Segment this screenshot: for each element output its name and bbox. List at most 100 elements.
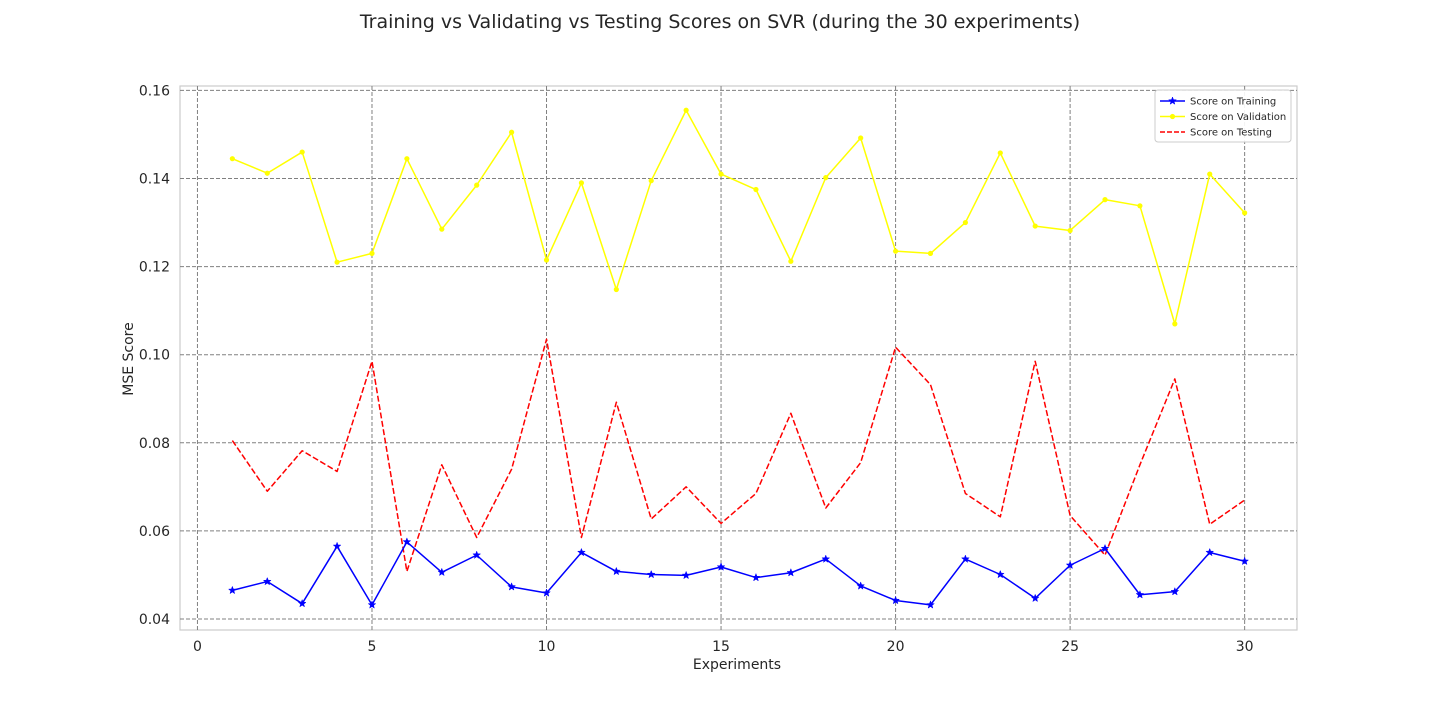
data-point <box>578 180 585 186</box>
data-point <box>786 568 796 577</box>
data-point <box>474 182 480 188</box>
x-tick-label: 25 <box>1061 639 1079 655</box>
series-score-on-validation <box>229 107 1248 327</box>
data-point <box>542 588 551 597</box>
data-point <box>262 576 272 586</box>
data-point <box>472 550 482 559</box>
data-point <box>1172 321 1178 327</box>
data-point <box>753 186 759 193</box>
data-point <box>437 567 447 577</box>
data-point <box>718 171 724 177</box>
y-tick-label: 0.14 <box>139 172 170 188</box>
y-tick-label: 0.08 <box>139 436 170 452</box>
data-point <box>1102 197 1108 203</box>
data-point <box>227 585 237 595</box>
data-point <box>1065 560 1075 570</box>
y-axis-ticks: 0.04 0.06 0.08 0.10 0.12 0.14 0.16 <box>139 83 170 628</box>
x-axis-label: Experiments <box>693 657 781 673</box>
data-point <box>995 569 1005 579</box>
data-point <box>1170 586 1180 596</box>
data-point <box>297 598 307 608</box>
legend-label: Score on Testing <box>1190 128 1272 139</box>
data-point <box>229 156 235 162</box>
series-line <box>231 338 1246 573</box>
legend-box <box>1154 89 1292 143</box>
x-axis-ticks: 0 5 10 15 20 25 30 <box>193 639 1254 655</box>
data-point <box>507 582 517 591</box>
data-point <box>997 150 1003 156</box>
data-point <box>613 286 619 293</box>
data-point <box>681 570 691 580</box>
legend-item: Score on Validation <box>1160 112 1286 123</box>
data-point <box>962 219 968 226</box>
y-axis-label: MSE Score <box>121 322 137 395</box>
plot-frame <box>179 85 1298 631</box>
data-point <box>646 569 656 579</box>
data-point <box>404 156 410 162</box>
data-point <box>1205 547 1215 557</box>
data-point <box>576 547 586 557</box>
data-point <box>1100 543 1110 553</box>
data-point <box>1135 590 1145 599</box>
x-tick-label: 20 <box>887 639 905 655</box>
data-point <box>926 600 935 609</box>
legend-item: Score on Training <box>1160 96 1276 108</box>
data-point <box>927 250 934 256</box>
grid-lines <box>180 86 1297 630</box>
data-point <box>856 581 866 590</box>
data-point <box>1240 556 1250 566</box>
data-point <box>1207 171 1213 177</box>
data-point <box>891 595 901 605</box>
series-score-on-testing <box>231 338 1246 573</box>
x-tick-label: 15 <box>712 639 730 655</box>
y-tick-label: 0.16 <box>139 83 170 99</box>
data-point <box>611 566 621 576</box>
data-point <box>509 129 515 135</box>
data-point <box>439 226 445 232</box>
data-point <box>1032 223 1038 229</box>
data-point <box>1067 227 1073 234</box>
x-tick-label: 5 <box>368 639 377 655</box>
y-tick-label: 0.10 <box>139 348 170 364</box>
data-point <box>648 178 654 184</box>
data-point <box>1242 210 1248 216</box>
data-point <box>858 135 864 141</box>
legend-label: Score on Training <box>1190 97 1276 108</box>
data-point <box>823 175 829 181</box>
data-point <box>892 248 899 254</box>
legend-marker <box>1168 96 1177 105</box>
data-point <box>788 258 794 264</box>
series-line <box>232 541 1245 606</box>
data-point <box>1030 593 1040 603</box>
legend-marker <box>1169 113 1176 120</box>
legend: Score on Training Score on Validation Scor… <box>1154 89 1292 143</box>
x-tick-label: 10 <box>538 639 556 655</box>
data-point <box>264 170 270 176</box>
y-tick-label: 0.04 <box>139 612 170 628</box>
series-layer <box>227 107 1250 609</box>
data-point <box>683 107 689 113</box>
chart-title: Training vs Validating vs Testing Scores… <box>359 11 1080 33</box>
data-point <box>367 600 377 609</box>
data-point <box>821 554 831 563</box>
x-tick-label: 30 <box>1236 639 1254 655</box>
data-point <box>716 562 726 571</box>
plot-area <box>179 85 1298 631</box>
data-point <box>751 572 761 582</box>
y-tick-label: 0.06 <box>139 524 170 540</box>
y-tick-label: 0.12 <box>139 260 170 276</box>
data-point <box>332 541 342 551</box>
x-tick-label: 0 <box>193 639 202 655</box>
data-point <box>299 149 305 155</box>
data-point <box>334 259 340 265</box>
data-point <box>1137 203 1143 209</box>
series-score-on-training <box>227 537 1250 609</box>
legend-item: Score on Testing <box>1160 128 1272 139</box>
data-point <box>369 250 375 256</box>
data-point <box>543 257 550 263</box>
data-point <box>402 537 412 546</box>
series-line <box>232 109 1246 325</box>
legend-label: Score on Validation <box>1190 112 1286 123</box>
